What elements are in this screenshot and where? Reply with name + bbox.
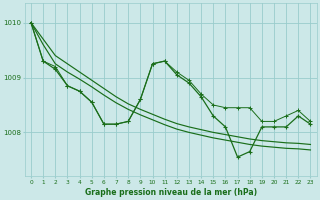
X-axis label: Graphe pression niveau de la mer (hPa): Graphe pression niveau de la mer (hPa) [85, 188, 257, 197]
